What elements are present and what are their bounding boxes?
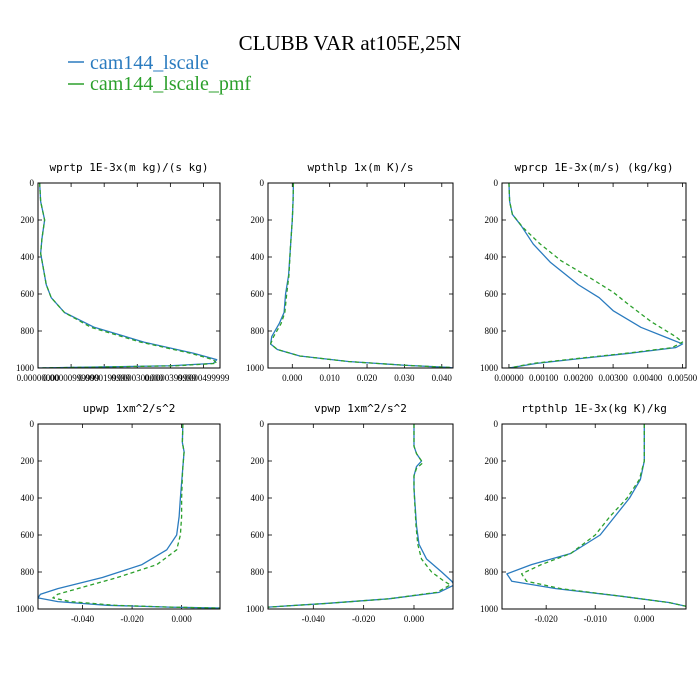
y-tick-label: 800 <box>21 326 35 336</box>
x-tick-label: 0.0000399999 <box>144 373 196 383</box>
y-tick-label: 0 <box>494 178 499 188</box>
x-tick-label: 0.00100 <box>529 373 559 383</box>
panel-vpwp: vpwp 1xm^2/s^2 0 200 400 600 800 1000 -0.040 -0.… <box>246 402 454 624</box>
x-tick-label: 0.00200 <box>564 373 594 383</box>
series-line-cam144-lscale-pmf <box>508 183 684 368</box>
legend: cam144_lscale cam144_lscale_pmf <box>68 52 251 95</box>
x-tick-label: 0.0000300000 <box>111 373 163 383</box>
x-tick-label: -0.040 <box>71 614 95 624</box>
series-line-cam144-lscale-pmf <box>269 183 453 368</box>
y-tick-label: 0 <box>494 419 499 429</box>
legend-label-cam144-lscale-pmf: cam144_lscale_pmf <box>90 73 251 95</box>
y-tick-label: 200 <box>21 456 35 466</box>
y-tick-label: 400 <box>485 252 499 262</box>
series-line-cam144-lscale <box>506 424 686 607</box>
panel-wprtp: wprtp 1E-3x(m kg)/(s kg) 0 200 400 600 800 100… <box>16 161 230 383</box>
plot-frame <box>267 423 454 610</box>
panel-title: wpthlp 1x(m K)/s <box>308 161 414 174</box>
y-tick-label: 600 <box>485 289 499 299</box>
x-tick-label: 0.00000999999 <box>43 373 100 383</box>
series-line-cam144-lscale-pmf <box>38 183 218 368</box>
x-tick-label: 0.010 <box>320 373 341 383</box>
x-tick-label: 0.00500 <box>668 373 698 383</box>
series-line-cam144-lscale-pmf <box>268 424 452 608</box>
y-tick-label: 1000 <box>480 604 499 614</box>
legend-label-cam144-lscale: cam144_lscale <box>90 52 209 74</box>
series-line-cam144-lscale <box>38 424 220 609</box>
x-tick-label: 0.00000000 <box>17 373 60 383</box>
panel-title: wprtp 1E-3x(m kg)/(s kg) <box>50 161 209 174</box>
y-tick-label: 400 <box>21 252 35 262</box>
y-tick-label: 800 <box>21 567 35 577</box>
y-tick-label: 200 <box>485 456 499 466</box>
panel-rtpthlp: rtpthlp 1E-3x(kg K)/kg 0 200 400 600 800 1000 -… <box>480 402 687 624</box>
y-tick-label: 0 <box>260 419 265 429</box>
panel-title: wprcp 1E-3x(m/s) (kg/kg) <box>515 161 674 174</box>
plot-frame <box>37 423 221 610</box>
y-tick-label: 600 <box>21 289 35 299</box>
y-tick-label: 0 <box>30 178 35 188</box>
y-tick-label: 400 <box>251 252 265 262</box>
y-tick-label: 400 <box>21 493 35 503</box>
x-tick-label: 0.0000499999 <box>178 373 230 383</box>
y-tick-label: 200 <box>251 215 265 225</box>
panel-wpthlp: wpthlp 1x(m K)/s 0 200 400 600 800 1000 0.000 0.… <box>246 161 454 383</box>
y-tick-label: 800 <box>485 326 499 336</box>
x-tick-label: 0.000 <box>634 614 655 624</box>
y-tick-label: 600 <box>251 530 265 540</box>
y-tick-label: 400 <box>485 493 499 503</box>
x-tick-label: 0.000 <box>171 614 192 624</box>
y-tick-label: 800 <box>251 567 265 577</box>
y-tick-label: 1000 <box>16 604 35 614</box>
y-tick-label: 600 <box>21 530 35 540</box>
x-tick-label: 0.020 <box>357 373 378 383</box>
panel-wprcp: wprcp 1E-3x(m/s) (kg/kg) 0 200 400 600 800 100… <box>480 161 698 383</box>
plot-frame <box>267 182 454 369</box>
series-line-cam144-lscale-pmf <box>520 424 686 607</box>
figure-title: CLUBB VAR at105E,25N <box>239 31 462 55</box>
x-tick-label: -0.020 <box>120 614 144 624</box>
series-line-cam144-lscale <box>38 183 218 368</box>
y-tick-label: 1000 <box>16 363 35 373</box>
y-tick-label: 600 <box>251 289 265 299</box>
series-line-cam144-lscale <box>268 424 453 608</box>
y-tick-label: 800 <box>251 326 265 336</box>
y-tick-label: 1000 <box>480 363 499 373</box>
x-tick-label: -0.010 <box>584 614 608 624</box>
y-tick-label: 200 <box>251 456 265 466</box>
x-tick-label: 0.00400 <box>633 373 663 383</box>
y-tick-label: 1000 <box>246 363 265 373</box>
y-tick-label: 600 <box>485 530 499 540</box>
x-tick-label: 0.00000 <box>494 373 524 383</box>
x-tick-label: 0.000 <box>404 614 425 624</box>
series-line-cam144-lscale <box>269 183 453 368</box>
y-tick-label: 200 <box>21 215 35 225</box>
y-tick-label: 400 <box>251 493 265 503</box>
x-tick-label: 0.030 <box>394 373 415 383</box>
y-tick-label: 0 <box>30 419 35 429</box>
x-tick-label: 0.00300 <box>598 373 628 383</box>
panel-title: upwp 1xm^2/s^2 <box>83 402 176 415</box>
x-tick-label: -0.020 <box>535 614 559 624</box>
y-tick-label: 200 <box>485 215 499 225</box>
x-tick-label: 0.040 <box>432 373 453 383</box>
y-tick-label: 0 <box>260 178 265 188</box>
panel-title: vpwp 1xm^2/s^2 <box>314 402 407 415</box>
x-tick-label: 0.000 <box>282 373 303 383</box>
series-line-cam144-lscale <box>508 183 684 368</box>
x-tick-label: 0.0000199999 <box>78 373 130 383</box>
plot-frame <box>501 182 687 369</box>
x-tick-label: -0.040 <box>302 614 326 624</box>
panel-upwp: upwp 1xm^2/s^2 0 200 400 600 800 1000 -0.040 -0.… <box>16 402 221 624</box>
panel-title: rtpthlp 1E-3x(kg K)/kg <box>521 402 667 415</box>
y-tick-label: 1000 <box>246 604 265 614</box>
y-tick-label: 800 <box>485 567 499 577</box>
x-tick-label: -0.020 <box>352 614 376 624</box>
series-line-cam144-lscale-pmf <box>52 424 220 609</box>
plot-frame <box>37 182 221 369</box>
plot-frame <box>501 423 687 610</box>
